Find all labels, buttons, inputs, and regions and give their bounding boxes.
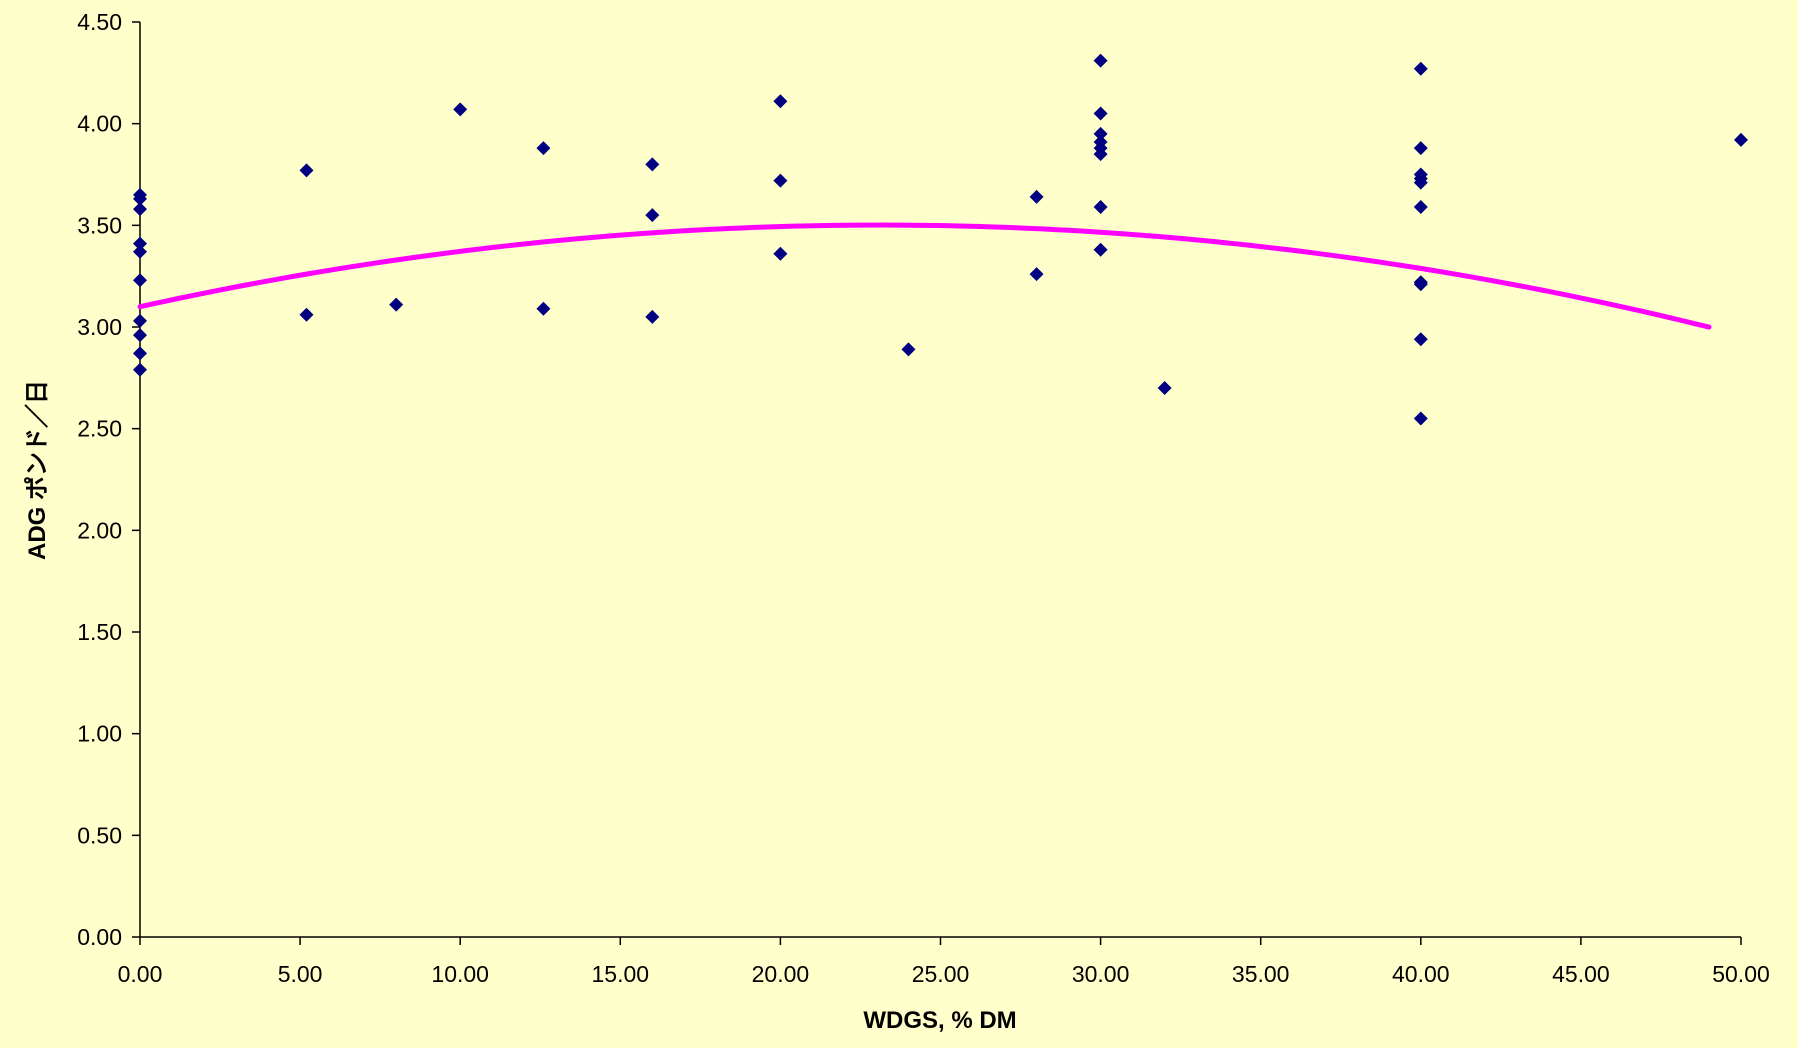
y-axis-title: ADG ポンド／日 xyxy=(23,380,51,560)
x-tick-label: 5.00 xyxy=(278,961,323,987)
y-tick-label: 2.00 xyxy=(77,517,122,543)
data-point xyxy=(389,297,404,312)
data-point xyxy=(133,191,147,206)
data-point xyxy=(536,301,551,316)
data-point xyxy=(1413,200,1428,215)
data-point xyxy=(773,246,788,261)
data-point xyxy=(1093,200,1108,215)
data-point xyxy=(133,236,147,251)
data-point xyxy=(133,313,147,328)
x-tick-label: 20.00 xyxy=(752,961,810,987)
data-point xyxy=(299,163,314,178)
data-point xyxy=(1093,106,1108,121)
data-point xyxy=(133,244,147,259)
x-tick-label: 25.00 xyxy=(912,961,970,987)
x-tick-label: 0.00 xyxy=(118,961,163,987)
data-point xyxy=(1093,242,1108,257)
y-tick-label: 3.00 xyxy=(77,314,122,340)
data-point xyxy=(1413,411,1428,426)
data-point xyxy=(453,102,468,117)
data-point xyxy=(299,307,314,322)
data-points xyxy=(133,53,1748,426)
x-axis-title: WDGS, % DM xyxy=(863,1007,1016,1034)
y-tick-label: 0.00 xyxy=(77,924,122,950)
data-point xyxy=(1029,189,1044,204)
data-point xyxy=(1029,267,1044,282)
data-point xyxy=(645,208,660,223)
data-point xyxy=(133,273,147,288)
y-tick-label: 1.50 xyxy=(77,619,122,645)
data-point xyxy=(773,173,788,188)
axes: 0.00 0.50 1.00 1.50 2.00 2.50 3.00 3.50 4.00 4.50… xyxy=(77,9,1770,987)
data-point xyxy=(1093,126,1108,141)
trend-line xyxy=(137,222,1712,330)
data-point xyxy=(901,342,916,357)
data-point xyxy=(1413,61,1428,76)
data-point xyxy=(645,157,660,172)
y-tick-label: 4.00 xyxy=(77,111,122,137)
x-tick-label: 35.00 xyxy=(1232,961,1290,987)
x-tick-label: 30.00 xyxy=(1072,961,1130,987)
x-tick-label: 40.00 xyxy=(1392,961,1450,987)
data-point xyxy=(133,328,147,343)
y-tick-label: 1.00 xyxy=(77,721,122,747)
data-point xyxy=(1413,332,1428,347)
data-point xyxy=(133,202,147,217)
data-point xyxy=(773,94,788,109)
x-tick-label: 10.00 xyxy=(431,961,489,987)
y-tick-label: 0.50 xyxy=(77,822,122,848)
trend-line-layer xyxy=(137,222,1712,330)
data-point xyxy=(1093,147,1108,162)
data-point xyxy=(1413,277,1428,292)
x-tick-label: 45.00 xyxy=(1552,961,1610,987)
data-point xyxy=(1413,141,1428,156)
x-tick-label: 50.00 xyxy=(1712,961,1770,987)
data-point xyxy=(1157,381,1172,395)
data-point xyxy=(645,309,660,324)
data-point xyxy=(536,141,551,156)
y-tick-label: 3.50 xyxy=(77,212,122,238)
data-point xyxy=(133,362,147,377)
data-point xyxy=(1413,175,1428,190)
y-tick-label: 4.50 xyxy=(77,9,122,35)
data-point xyxy=(133,346,147,361)
data-point xyxy=(1734,132,1748,147)
y-tick-label: 2.50 xyxy=(77,416,122,442)
data-point xyxy=(1093,53,1108,68)
x-tick-label: 15.00 xyxy=(592,961,650,987)
